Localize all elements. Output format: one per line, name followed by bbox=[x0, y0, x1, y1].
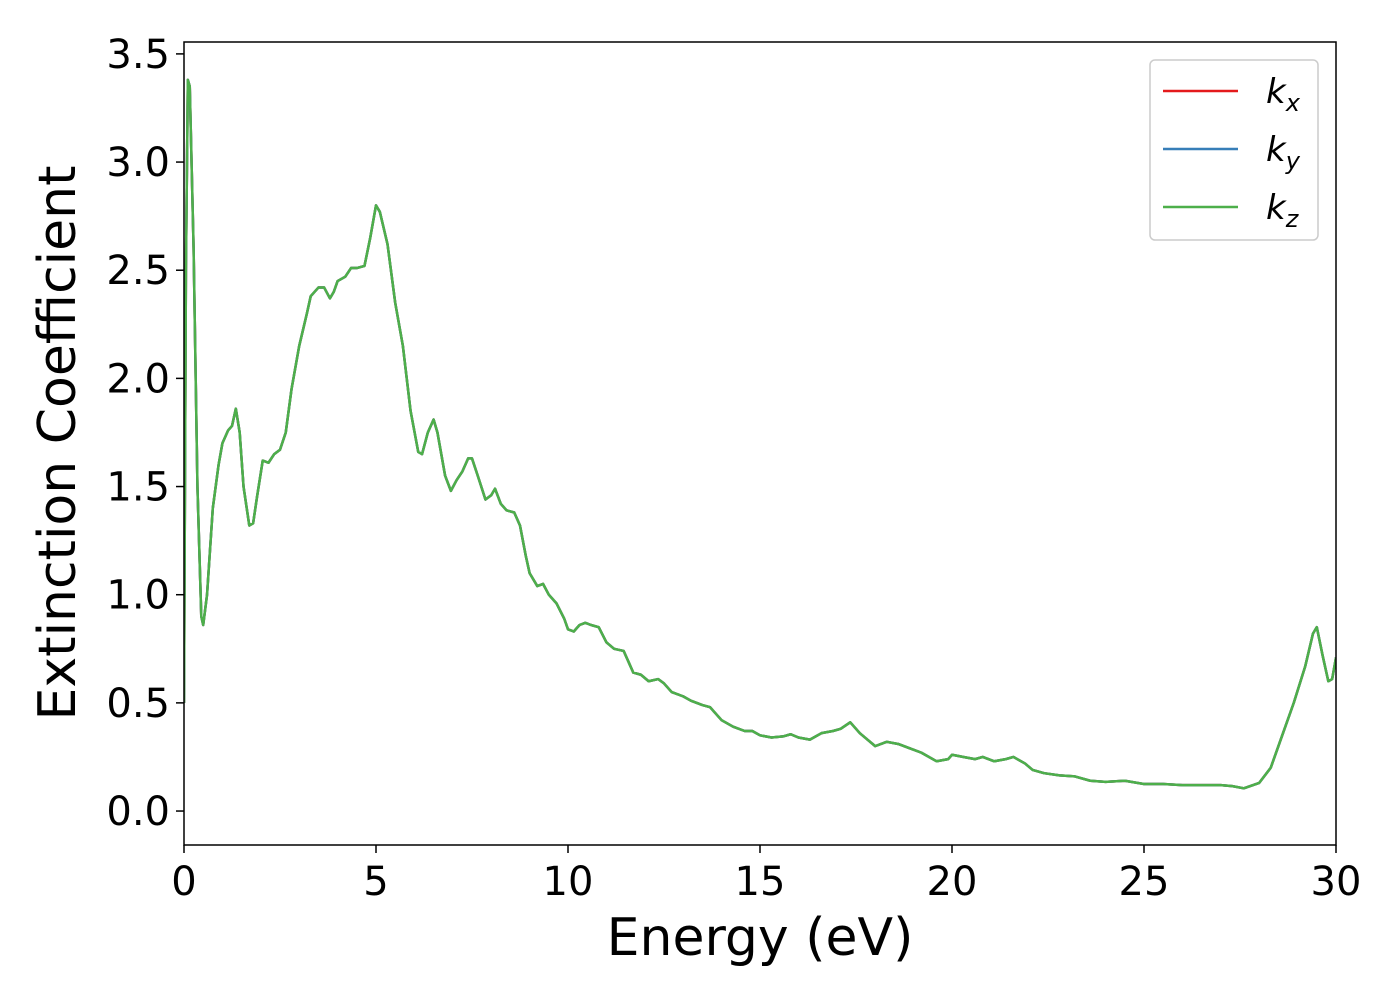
x-tick-label: 20 bbox=[927, 859, 978, 905]
line-series bbox=[184, 78, 1336, 790]
y-tick-label: 2.0 bbox=[106, 356, 170, 402]
y-tick-label: 0.5 bbox=[106, 681, 170, 727]
y-tick-label: 3.5 bbox=[106, 32, 170, 78]
legend-label: kz bbox=[1266, 188, 1300, 233]
y-tick-label: 1.5 bbox=[106, 465, 170, 511]
x-tick-label: 5 bbox=[363, 859, 388, 905]
y-axis-label: Extinction Coefficient bbox=[28, 166, 88, 721]
legend-label: ky bbox=[1266, 130, 1301, 175]
plot-frame bbox=[183, 41, 1337, 846]
y-tick-label: 2.5 bbox=[106, 248, 170, 294]
x-tick-label: 30 bbox=[1311, 859, 1362, 905]
x-tick-label: 0 bbox=[171, 859, 196, 905]
x-axis-label: Energy (eV) bbox=[607, 908, 914, 968]
y-tick-label: 3.0 bbox=[106, 140, 170, 186]
y-tick-label: 1.0 bbox=[106, 573, 170, 619]
legend-label: kx bbox=[1266, 72, 1301, 117]
x-tick-label: 10 bbox=[543, 859, 594, 905]
x-tick-label: 15 bbox=[735, 859, 786, 905]
y-tick-label: 0.0 bbox=[106, 789, 170, 835]
x-tick-label: 25 bbox=[1119, 859, 1170, 905]
